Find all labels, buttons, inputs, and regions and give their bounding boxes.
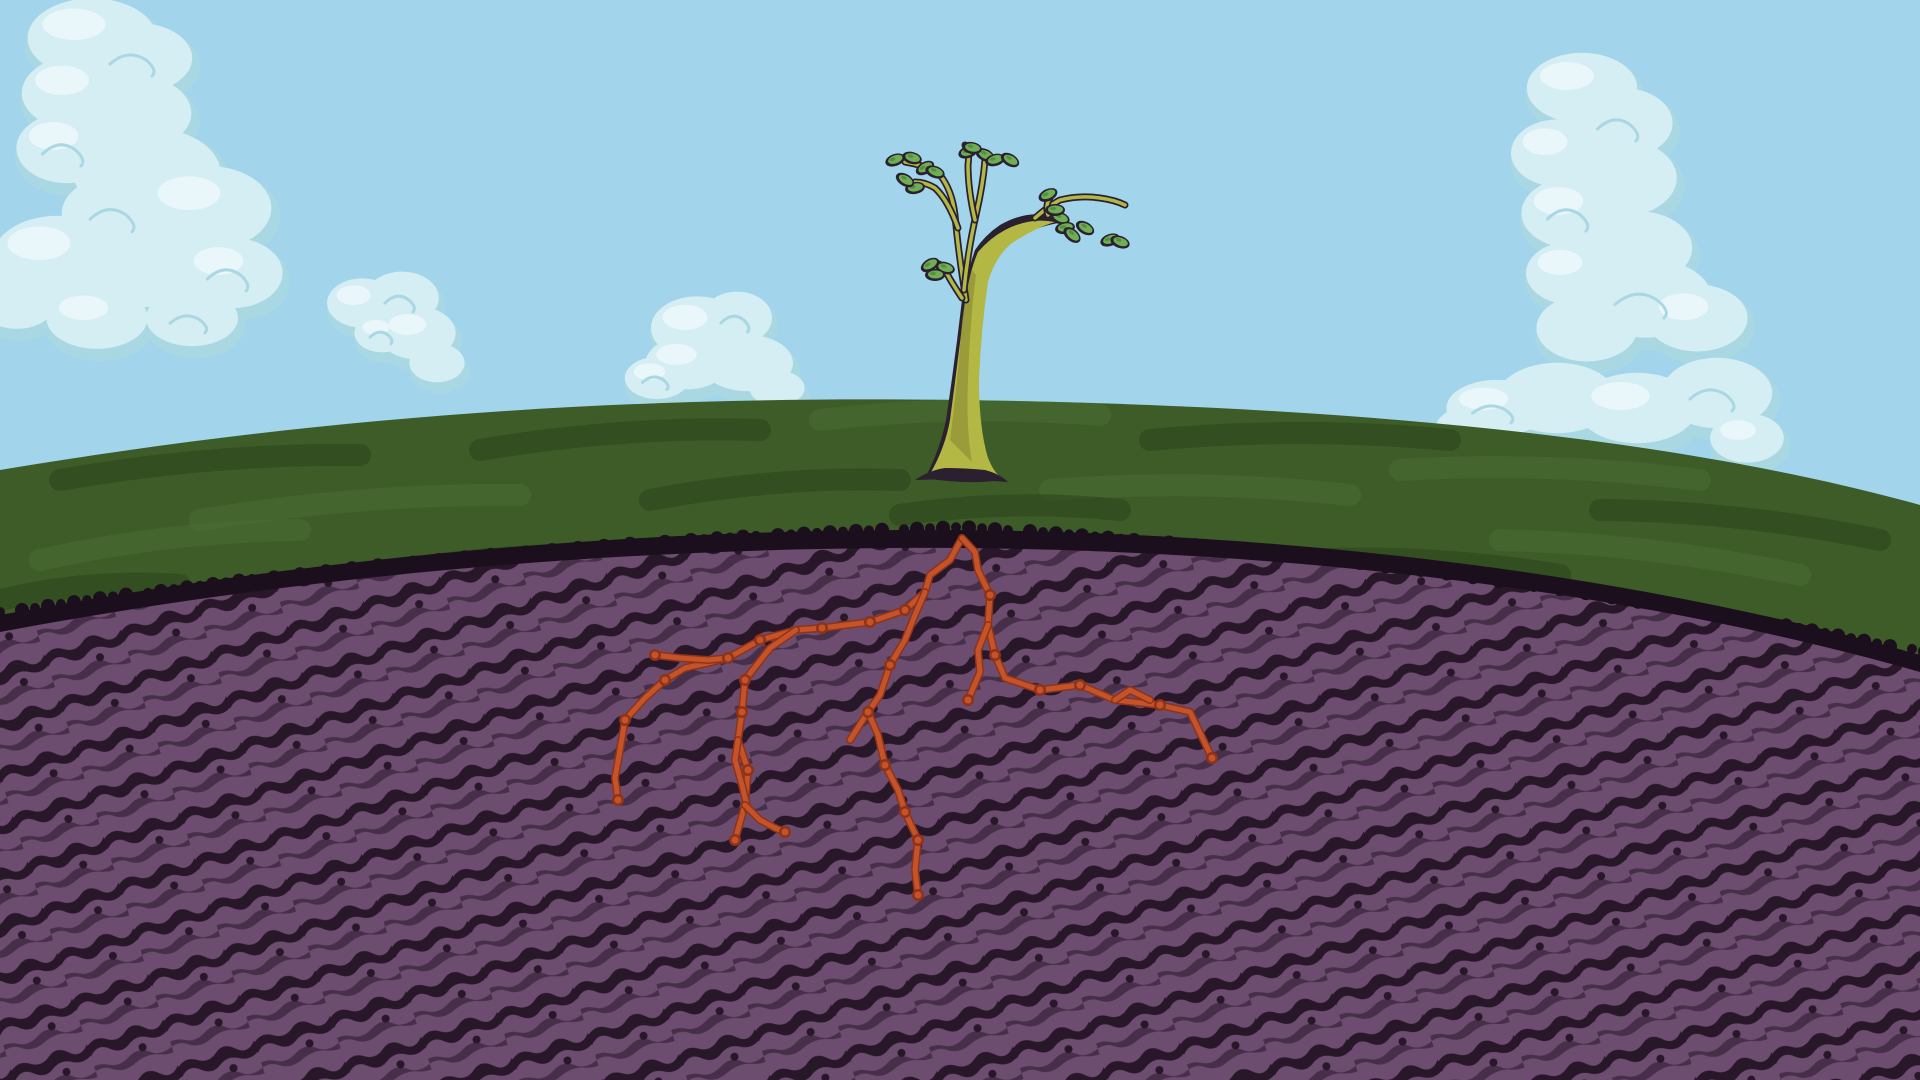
leaf	[1063, 227, 1081, 243]
soil-edge-texture	[0, 520, 1920, 657]
leaf	[1075, 220, 1095, 236]
cloud-center	[624, 291, 810, 416]
grass-texture	[0, 399, 1891, 611]
cloud-layer	[0, 0, 1790, 474]
underground-soil	[0, 547, 1920, 1080]
leaf	[920, 257, 940, 273]
cloud-right	[1435, 52, 1790, 474]
leaf	[885, 153, 905, 167]
root-system	[611, 534, 1218, 901]
leaf	[895, 172, 915, 188]
leaf	[1045, 204, 1065, 216]
leaf	[962, 141, 982, 155]
cloud-top-left	[0, 0, 290, 361]
leaf	[1038, 188, 1058, 202]
leaf	[902, 151, 922, 165]
cloud-small-left	[327, 271, 470, 393]
leaf	[1110, 235, 1130, 249]
leaf	[925, 165, 945, 179]
leaf	[925, 269, 945, 281]
sapling	[885, 141, 1130, 483]
leaf	[985, 153, 1005, 167]
leaf	[1000, 152, 1020, 168]
tree-trunk	[930, 220, 1055, 477]
